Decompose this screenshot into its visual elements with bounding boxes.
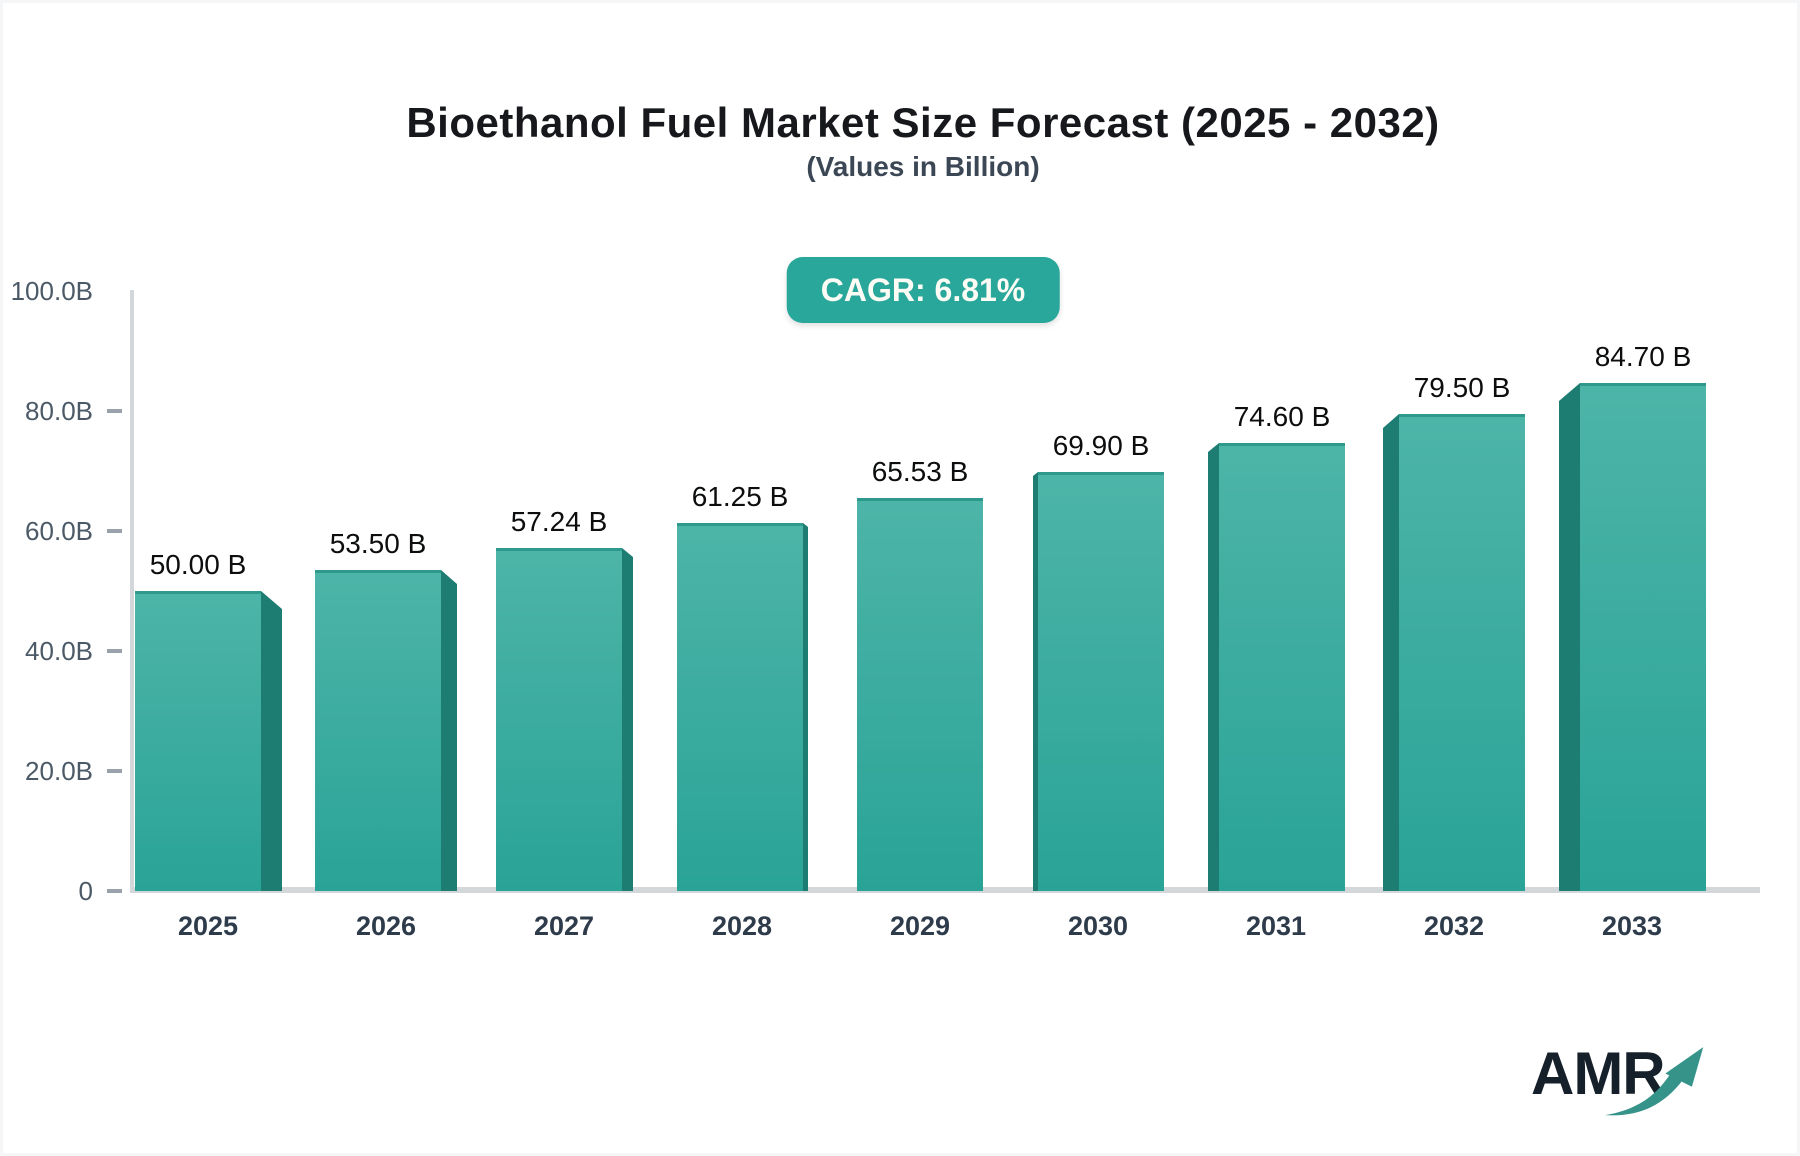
x-axis-label-2027: 2027: [533, 911, 595, 941]
x-axis-label-2033: 2033: [1601, 911, 1663, 941]
bar-2026: [315, 570, 457, 891]
y-tick-mark: [107, 769, 122, 773]
bar-front-face: [1038, 472, 1164, 891]
chart-subtitle: (Values in Billion): [806, 151, 1040, 182]
y-tick-mark: [107, 889, 122, 893]
y-axis-line: [130, 290, 134, 892]
y-tick-label: 80.0B: [25, 396, 93, 426]
bar-2030: [1033, 472, 1164, 891]
bar-value-label: 61.25 B: [691, 481, 789, 512]
x-axis-label-2032: 2032: [1423, 911, 1485, 941]
y-tick-mark: [107, 649, 122, 653]
y-tick-mark: [107, 409, 122, 413]
x-axis-label-2031: 2031: [1245, 911, 1307, 941]
bar-side-face: [1559, 383, 1580, 891]
bar-value-label: 53.50 B: [329, 528, 427, 559]
x-axis-label-2029: 2029: [889, 911, 951, 941]
x-axis-label-2028: 2028: [711, 911, 773, 941]
bar-side-face: [622, 548, 633, 891]
bar-front-face: [315, 570, 441, 891]
x-axis-label-2030: 2030: [1067, 911, 1129, 941]
bar-front-face: [1580, 383, 1706, 891]
bar-value-label: 84.70 B: [1594, 341, 1692, 372]
y-tick-label: 0: [78, 876, 93, 906]
bar-value-label: 50.00 B: [149, 549, 247, 580]
bar-side-face: [441, 570, 457, 891]
growth-arrow-icon: [1604, 1047, 1704, 1116]
y-tick-label: 60.0B: [25, 516, 93, 546]
bar-2028: [677, 523, 808, 891]
bar-2032: [1383, 414, 1525, 891]
amr-logo: AMR: [1531, 1043, 1731, 1133]
bar-side-face: [261, 591, 282, 891]
cagr-badge: CAGR: 6.81%: [786, 257, 1060, 323]
bar-front-face: [135, 591, 261, 891]
bar-value-label: 69.90 B: [1052, 430, 1150, 461]
bar-value-label: 74.60 B: [1233, 401, 1331, 432]
y-tick-label: 40.0B: [25, 636, 93, 666]
bar-front-face: [857, 498, 983, 891]
logo-text: AMR: [1531, 1040, 1666, 1107]
bar-2031: [1208, 443, 1345, 891]
bar-side-face: [1033, 472, 1038, 891]
bar-side-face: [803, 523, 808, 891]
bar-2025: [135, 591, 282, 891]
y-tick-label: 20.0B: [25, 756, 93, 786]
bar-value-label: 65.53 B: [871, 456, 969, 487]
bar-side-face: [1383, 414, 1399, 891]
bar-2027: [496, 548, 633, 891]
bar-front-face: [1219, 443, 1345, 891]
bar-side-face: [1208, 443, 1219, 891]
bar-front-face: [496, 548, 622, 891]
bar-2033: [1559, 383, 1706, 891]
y-tick-mark: [107, 529, 122, 533]
x-axis-label-2025: 2025: [177, 911, 239, 941]
x-axis-label-2026: 2026: [355, 911, 417, 941]
bar-front-face: [1399, 414, 1525, 891]
bar-2029: [857, 498, 983, 891]
bar-front-face: [677, 523, 803, 891]
bar-value-label: 57.24 B: [510, 506, 608, 537]
bar-chart-plot-area: 100.0B 80.0B 60.0B 40.0B 20.0B 0 50.00 B 2025 53…: [3, 3, 1797, 1153]
bar-value-label: 79.50 B: [1413, 372, 1511, 403]
chart-title: Bioethanol Fuel Market Size Forecast (20…: [406, 99, 1440, 146]
y-tick-label: 100.0B: [10, 276, 93, 306]
